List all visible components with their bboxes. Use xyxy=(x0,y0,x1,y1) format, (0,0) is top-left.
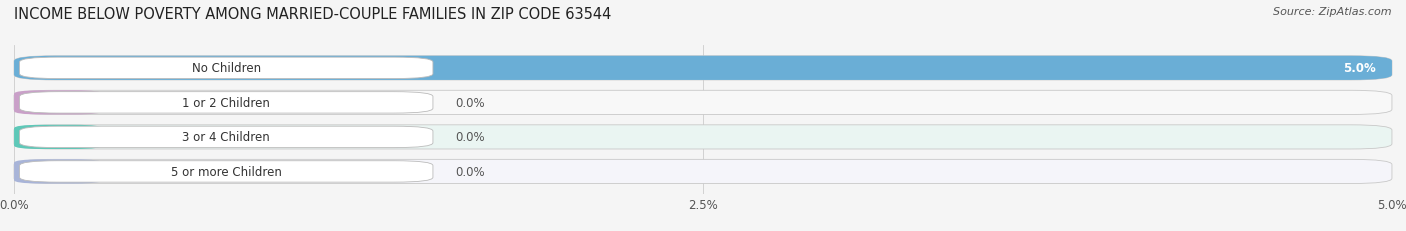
Text: 3 or 4 Children: 3 or 4 Children xyxy=(183,131,270,144)
Text: 0.0%: 0.0% xyxy=(456,97,485,109)
FancyBboxPatch shape xyxy=(20,58,433,79)
FancyBboxPatch shape xyxy=(14,57,1392,81)
FancyBboxPatch shape xyxy=(20,92,433,114)
FancyBboxPatch shape xyxy=(14,57,1392,81)
FancyBboxPatch shape xyxy=(14,160,103,184)
FancyBboxPatch shape xyxy=(20,161,433,182)
FancyBboxPatch shape xyxy=(14,160,1392,184)
FancyBboxPatch shape xyxy=(14,91,1392,115)
Text: Source: ZipAtlas.com: Source: ZipAtlas.com xyxy=(1274,7,1392,17)
FancyBboxPatch shape xyxy=(14,91,103,115)
Text: INCOME BELOW POVERTY AMONG MARRIED-COUPLE FAMILIES IN ZIP CODE 63544: INCOME BELOW POVERTY AMONG MARRIED-COUPL… xyxy=(14,7,612,22)
FancyBboxPatch shape xyxy=(14,125,1392,149)
FancyBboxPatch shape xyxy=(14,125,103,149)
Text: 0.0%: 0.0% xyxy=(456,131,485,144)
FancyBboxPatch shape xyxy=(20,127,433,148)
Text: No Children: No Children xyxy=(191,62,262,75)
Text: 1 or 2 Children: 1 or 2 Children xyxy=(183,97,270,109)
Text: 0.0%: 0.0% xyxy=(456,165,485,178)
Text: 5.0%: 5.0% xyxy=(1343,62,1375,75)
Text: 5 or more Children: 5 or more Children xyxy=(170,165,281,178)
